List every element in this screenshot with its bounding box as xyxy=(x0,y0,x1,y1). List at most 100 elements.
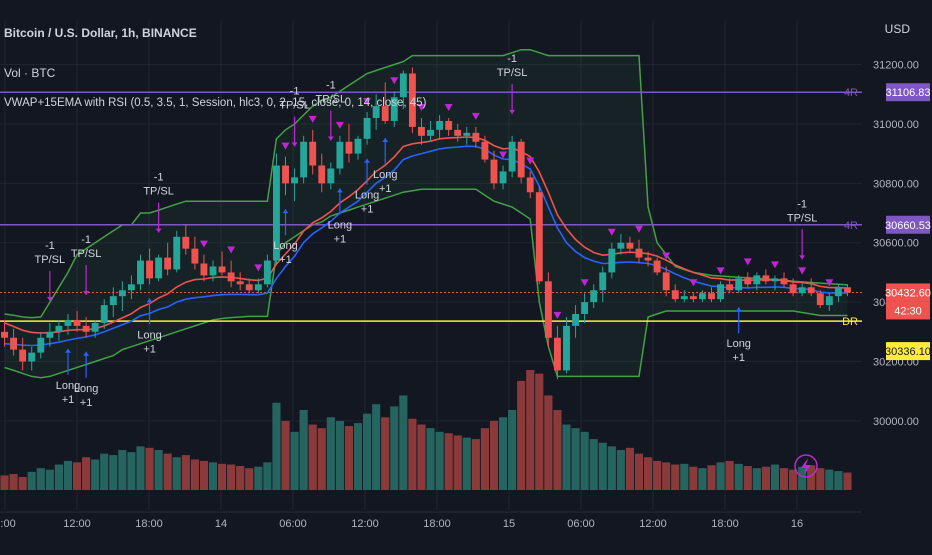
candle-body xyxy=(155,257,163,279)
candle-body xyxy=(1,331,8,338)
candle-body xyxy=(164,257,172,270)
candle-body xyxy=(263,260,271,285)
candle-body xyxy=(644,257,652,261)
candle-body xyxy=(236,281,244,285)
candle-body xyxy=(427,129,434,136)
tp-sl-label: TP/SL xyxy=(143,186,174,198)
candle-body xyxy=(200,263,208,276)
level-label-4R-upper: 4R xyxy=(844,87,858,99)
long-label: Long xyxy=(56,380,80,392)
level-label-4R-lower: 4R xyxy=(844,220,858,232)
candle-body xyxy=(753,275,761,285)
x-tick-label: 18:00 xyxy=(135,518,163,530)
x-tick-label: 12:00 xyxy=(351,518,379,530)
volume-bar xyxy=(18,476,27,490)
candle-body xyxy=(118,290,126,297)
volume-bar xyxy=(816,468,825,490)
candle-body xyxy=(563,325,570,371)
volume-bar xyxy=(0,475,9,490)
candle-body xyxy=(336,141,344,169)
tp-sl-label: TP/SL xyxy=(35,254,66,266)
tp-sl-count: -1 xyxy=(45,240,55,252)
long-arrowhead xyxy=(146,298,153,303)
candle-body xyxy=(46,331,54,338)
y-tick-label: 31200.00 xyxy=(873,60,919,72)
long-count: +1 xyxy=(732,352,745,364)
volume-bar xyxy=(662,462,671,490)
volume-bar xyxy=(707,465,716,490)
price-badge xyxy=(886,215,930,234)
sell-signal-marker xyxy=(580,279,589,287)
price-badge-text: 30660.53 xyxy=(885,220,931,232)
sell-signal-marker xyxy=(417,104,426,111)
candle-body xyxy=(254,284,262,291)
lower-band-line xyxy=(4,188,848,379)
candle-body xyxy=(599,272,607,291)
volume-bar xyxy=(335,420,344,490)
volume-bar xyxy=(344,426,354,490)
volume-bar xyxy=(625,447,635,490)
tp-sl-count: -1 xyxy=(81,234,91,246)
volume-bar xyxy=(580,431,589,490)
volume-bar xyxy=(181,455,190,490)
tp-sl-arrowhead xyxy=(327,136,334,141)
x-tick-label: 18:00 xyxy=(423,518,451,530)
sell-signal-marker xyxy=(689,279,698,287)
candle-body xyxy=(689,296,697,300)
candle-body xyxy=(834,287,842,297)
x-tick-label: 06:00 xyxy=(279,518,307,530)
candle-body xyxy=(354,138,362,154)
volume-bar xyxy=(535,373,544,490)
sell-signal-marker xyxy=(363,98,372,106)
long-label: Long xyxy=(273,240,297,252)
volume-bar xyxy=(172,457,181,490)
volume-bar xyxy=(589,439,598,490)
long-count: +1 xyxy=(379,183,392,195)
volume-bar xyxy=(63,460,73,490)
tp-sl-count: -1 xyxy=(154,172,164,184)
candle-body xyxy=(472,132,480,142)
tp-sl-arrowhead xyxy=(46,296,53,301)
candle-body xyxy=(789,284,797,294)
candle-body xyxy=(372,106,380,118)
y-tick-label: 31000.00 xyxy=(873,119,919,131)
volume-bar xyxy=(308,424,317,490)
x-tick-label: 06:00 xyxy=(567,518,595,530)
volume-bar xyxy=(136,446,145,490)
sell-signal-marker xyxy=(825,279,834,287)
candle-body xyxy=(744,278,752,285)
volume-bar xyxy=(671,464,680,490)
volume-legend[interactable]: Vol · BTC xyxy=(4,66,56,80)
long-count: +1 xyxy=(361,204,374,216)
volume-bar xyxy=(100,453,109,490)
tp-sl-label: TP/SL xyxy=(279,99,310,111)
tp-sl-arrowhead xyxy=(509,109,516,114)
volume-bar xyxy=(689,466,698,490)
volume-bar xyxy=(281,420,290,490)
volume-bar xyxy=(408,418,417,490)
volume-bar xyxy=(82,457,91,490)
volume-bar xyxy=(526,370,535,490)
indicator-legend[interactable]: VWAP+15EMA with RSI (0.5, 3.5, 1, Sessio… xyxy=(4,97,427,109)
long-label: Long xyxy=(328,219,352,231)
tp-sl-label: TP/SL xyxy=(497,67,528,79)
volume-bar xyxy=(399,395,408,490)
candle-body xyxy=(653,260,661,273)
candle-body xyxy=(572,314,579,326)
candle-body xyxy=(28,352,36,362)
candle-body xyxy=(64,319,72,326)
volume-bar xyxy=(489,420,499,490)
candle-body xyxy=(635,248,643,258)
candle-body xyxy=(526,177,534,193)
candle-body xyxy=(245,284,253,291)
volume-bar xyxy=(843,472,852,490)
symbol-title[interactable]: Bitcoin / U.S. Dollar, 1h, BINANCE xyxy=(4,26,197,40)
long-count: +1 xyxy=(143,343,156,355)
sell-signal-marker xyxy=(553,311,562,319)
candle-body xyxy=(182,236,190,249)
volume-bar xyxy=(508,410,517,490)
currency-label: USD xyxy=(884,22,910,36)
level-label-DR: DR xyxy=(842,316,858,328)
